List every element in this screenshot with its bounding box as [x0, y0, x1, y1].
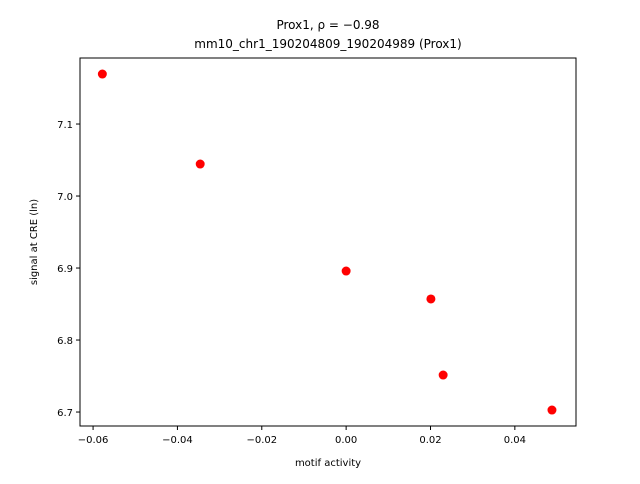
y-tick-label: 6.7	[57, 408, 73, 419]
point	[438, 370, 448, 380]
y-tick-label: 6.8	[57, 336, 73, 347]
x-tick-label: −0.06	[78, 435, 109, 446]
chart-subtitle: mm10_chr1_190204809_190204989 (Prox1)	[194, 37, 461, 51]
point	[195, 159, 205, 169]
x-axis-label: motif activity	[295, 458, 361, 469]
y-tick-label: 7.0	[57, 192, 73, 203]
point	[341, 266, 351, 276]
chart-title: Prox1, ρ = −0.98	[276, 18, 379, 32]
point	[547, 405, 557, 415]
x-tick-label: −0.02	[246, 435, 277, 446]
y-tick-label: 7.1	[57, 120, 73, 131]
y-tick-label: 6.9	[57, 264, 73, 275]
x-tick-label: 0.02	[419, 435, 441, 446]
point	[97, 69, 107, 79]
x-tick-label: 0.04	[504, 435, 526, 446]
x-tick-label: −0.04	[162, 435, 193, 446]
x-tick-label: 0.00	[335, 435, 357, 446]
plot-frame	[79, 57, 577, 427]
point	[426, 294, 436, 304]
y-axis-label: signal at CRE (ln)	[29, 199, 40, 285]
